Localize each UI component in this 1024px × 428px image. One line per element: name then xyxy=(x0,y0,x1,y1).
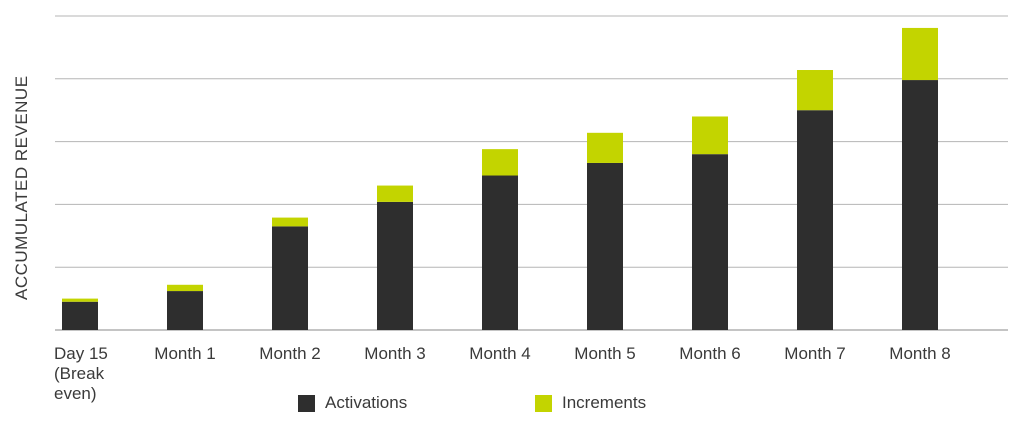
bar-activations-0 xyxy=(62,301,98,330)
legend-item-increments: Increments xyxy=(535,393,646,413)
legend-swatch-increments xyxy=(535,394,552,412)
bar-increments-3 xyxy=(377,185,413,202)
bar-increments-2 xyxy=(272,217,308,227)
x-tick-label: Month 6 xyxy=(679,344,740,363)
bar-increments-5 xyxy=(587,132,623,163)
x-tick-label: Month 1 xyxy=(154,344,215,363)
legend-item-activations: Activations xyxy=(298,393,407,413)
x-tick-label: Day 15 (Break even) xyxy=(54,344,108,403)
legend-swatch-activations xyxy=(298,394,315,412)
bars xyxy=(62,27,938,330)
x-tick-label: Month 8 xyxy=(889,344,950,363)
bar-activations-4 xyxy=(482,175,518,330)
gridlines xyxy=(55,15,1008,331)
bar-increments-4 xyxy=(482,149,518,176)
x-tick-label: Month 3 xyxy=(364,344,425,363)
bar-increments-7 xyxy=(797,70,833,111)
legend-label-increments: Increments xyxy=(562,393,647,412)
x-tick-labels: Day 15 (Break even) Month 1 Month 2 Month 3 Mo… xyxy=(54,344,951,403)
legend-label-activations: Activations xyxy=(325,393,408,412)
y-axis-label: ACCUMULATED REVENUE xyxy=(12,75,31,300)
x-tick-label: Month 5 xyxy=(574,344,635,363)
bar-increments-8 xyxy=(902,27,938,81)
bar-activations-1 xyxy=(167,291,203,330)
bar-activations-5 xyxy=(587,162,623,330)
bar-activations-3 xyxy=(377,201,413,330)
bar-activations-2 xyxy=(272,226,308,330)
bar-activations-8 xyxy=(902,80,938,330)
bar-increments-0 xyxy=(62,298,98,302)
bar-increments-6 xyxy=(692,116,728,155)
bar-increments-1 xyxy=(167,284,203,292)
bar-activations-7 xyxy=(797,110,833,330)
x-tick-label: Month 2 xyxy=(259,344,320,363)
x-tick-label: Month 4 xyxy=(469,344,530,363)
x-tick-label: Month 7 xyxy=(784,344,845,363)
bar-activations-6 xyxy=(692,154,728,330)
